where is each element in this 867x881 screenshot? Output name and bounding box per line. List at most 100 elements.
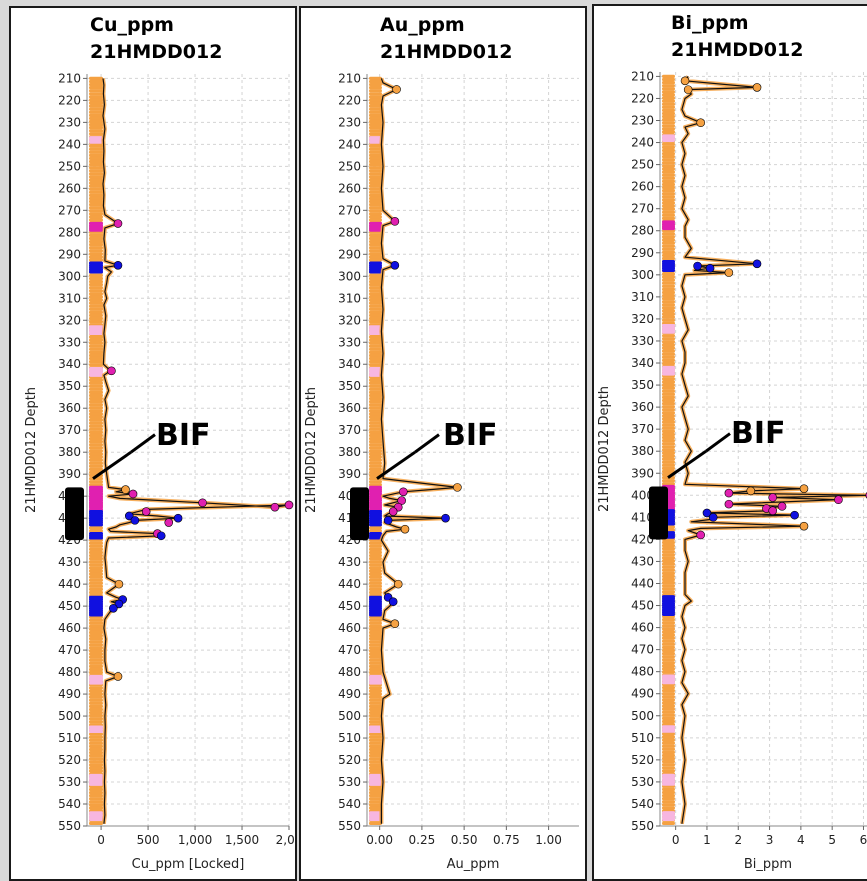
strip-segment xyxy=(369,587,382,592)
strip-segment xyxy=(369,710,382,715)
strip-segment xyxy=(662,195,675,199)
x-axis-label: Cu_ppm [Locked] xyxy=(132,857,245,872)
x-tick-label: 1 xyxy=(703,833,711,847)
strip-segment xyxy=(369,400,382,404)
strip-segment xyxy=(662,380,675,384)
strip-segment xyxy=(662,689,675,693)
strip-segment xyxy=(662,590,675,594)
strip-segment xyxy=(662,80,675,85)
chart-svg-bi: 2102202302402502602702802903003103203303… xyxy=(597,69,867,872)
strip-segment xyxy=(89,249,103,253)
strip-segment xyxy=(369,196,382,201)
strip-interval-segment xyxy=(89,817,103,822)
y-tick-label: 440 xyxy=(58,577,81,591)
data-point xyxy=(141,507,151,516)
strip-segment xyxy=(662,766,675,770)
strip-segment xyxy=(662,207,675,211)
strip-segment xyxy=(89,618,103,622)
strip-segment xyxy=(662,405,675,409)
strip-segment xyxy=(89,800,103,804)
y-tick-label: 380 xyxy=(631,444,654,458)
strip-segment xyxy=(89,735,103,739)
strip-segment xyxy=(662,442,675,446)
strip-segment xyxy=(662,201,675,205)
strip-segment xyxy=(662,189,675,193)
strip-segment xyxy=(662,636,675,640)
strip-segment xyxy=(662,556,675,560)
strip-segment xyxy=(89,79,103,84)
strip-segment xyxy=(662,395,675,400)
strip-segment xyxy=(369,193,382,197)
strip-segment xyxy=(369,563,382,567)
strip-segment xyxy=(662,346,675,350)
strip-segment xyxy=(89,747,103,752)
strip-segment xyxy=(89,421,103,425)
strip-segment xyxy=(89,803,103,807)
strip-segment xyxy=(369,166,382,170)
strip-segment xyxy=(662,624,675,628)
y-tick-label: 340 xyxy=(631,356,654,370)
strip-segment xyxy=(89,563,103,567)
strip-segment xyxy=(369,162,382,167)
strip-segment xyxy=(662,303,675,307)
y-tick-label: 540 xyxy=(338,797,361,811)
y-tick-label: 300 xyxy=(338,269,361,283)
profile-line xyxy=(681,76,867,824)
strip-segment xyxy=(89,144,103,148)
y-tick-label: 430 xyxy=(58,555,81,569)
strip-segment xyxy=(369,797,382,801)
strip-segment xyxy=(89,461,103,465)
strip-segment xyxy=(89,187,103,191)
strip-segment xyxy=(369,440,382,444)
strip-segment xyxy=(662,164,675,168)
strip-segment xyxy=(89,446,103,450)
strip-segment xyxy=(89,110,103,114)
chart-panel-cu: Cu_ppm 21HMDD012 210 220 230 240 250 260 270 28… xyxy=(9,6,297,881)
strip-segment xyxy=(369,104,382,108)
y-tick-label: 550 xyxy=(631,819,654,833)
strip-segment xyxy=(89,760,103,764)
strip-segment xyxy=(89,766,103,770)
bif-pointer-line xyxy=(376,450,416,480)
strip-segment xyxy=(369,581,382,585)
strip-segment xyxy=(662,352,675,356)
strip-segment xyxy=(89,147,103,151)
strip-interval-segment xyxy=(369,536,382,540)
strip-segment xyxy=(369,406,382,410)
strip-segment xyxy=(89,578,103,582)
strip-segment xyxy=(662,216,675,220)
strip-segment xyxy=(369,249,382,253)
strip-segment xyxy=(369,760,382,764)
strip-segment xyxy=(369,553,382,558)
strip-segment xyxy=(369,794,382,798)
strip-segment xyxy=(662,584,675,588)
strip-segment xyxy=(89,387,103,391)
strip-segment xyxy=(89,744,103,749)
strip-segment xyxy=(662,398,675,403)
strip-segment xyxy=(662,161,675,165)
strip-segment xyxy=(662,568,675,572)
strip-segment xyxy=(662,750,675,754)
strip-segment xyxy=(89,159,103,164)
strip-segment xyxy=(662,182,675,187)
y-tick-label: 390 xyxy=(58,467,81,481)
y-tick-label: 260 xyxy=(58,181,81,195)
strip-segment xyxy=(662,256,675,261)
strip-segment xyxy=(89,89,103,93)
strip-segment xyxy=(662,349,675,353)
data-point xyxy=(696,530,705,540)
strip-segment xyxy=(662,111,675,116)
strip-segment xyxy=(662,540,675,545)
strip-segment xyxy=(369,686,382,690)
strip-segment xyxy=(662,445,675,449)
strip-segment xyxy=(369,584,382,588)
strip-segment xyxy=(89,122,103,127)
strip-segment xyxy=(662,158,675,162)
strip-segment xyxy=(662,102,675,106)
strip-segment xyxy=(89,286,103,290)
strip-segment xyxy=(662,90,675,94)
x-tick-label: 6 xyxy=(860,833,867,847)
strip-segment xyxy=(369,79,382,84)
strip-segment xyxy=(369,292,382,296)
strip-segment xyxy=(662,77,675,82)
